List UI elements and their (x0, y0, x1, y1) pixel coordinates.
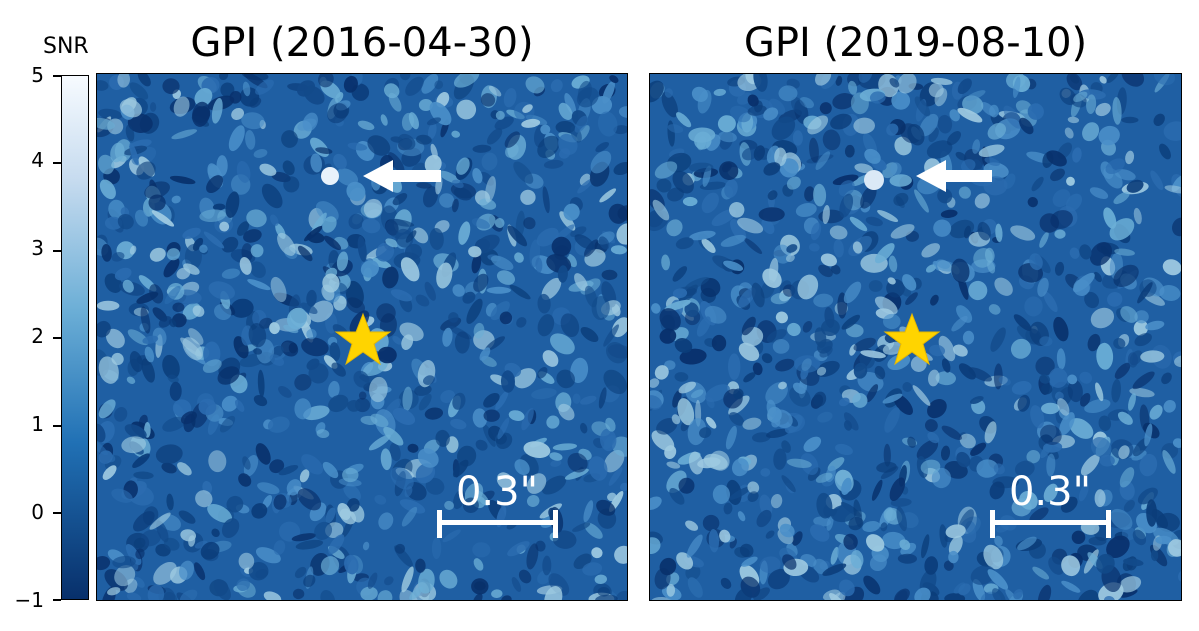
colorbar-tick-label: −1 (14, 588, 44, 612)
colorbar (61, 75, 89, 600)
scale-bar (990, 510, 1111, 538)
colorbar-tick-label: 2 (31, 324, 44, 348)
colorbar-tick (53, 599, 61, 601)
snr-map-2019: 0.3" (649, 73, 1182, 601)
colorbar-tick-label: 1 (31, 412, 44, 436)
colorbar-tick (53, 425, 61, 427)
star-icon (883, 312, 941, 366)
arrow-left-icon (363, 160, 441, 192)
panel-title-2019: GPI (2019-08-10) (743, 20, 1088, 66)
snr-map-2016: 0.3" (96, 73, 628, 601)
colorbar-tick-label: 5 (31, 63, 44, 87)
colorbar-tick (53, 512, 61, 514)
colorbar-title: SNR (43, 34, 89, 59)
colorbar-tick (53, 162, 61, 164)
arrow-left-icon (916, 160, 992, 192)
panel-title-2016: GPI (2016-04-30) (190, 20, 534, 66)
snr-image-2019 (650, 74, 1181, 600)
star-icon (334, 312, 392, 366)
scale-bar-label: 0.3" (1008, 469, 1091, 515)
colorbar-tick (53, 75, 61, 77)
colorbar-tick (53, 337, 61, 339)
scale-bar (437, 510, 558, 538)
colorbar-tick-label: 0 (31, 500, 44, 524)
companion-point-source (321, 167, 339, 185)
scale-bar-label: 0.3" (455, 469, 538, 515)
snr-image-2016 (97, 74, 627, 600)
colorbar-tick-label: 4 (31, 148, 44, 172)
colorbar-tick (53, 250, 61, 252)
colorbar-tick-label: 3 (31, 236, 44, 260)
companion-point-source (864, 170, 884, 190)
